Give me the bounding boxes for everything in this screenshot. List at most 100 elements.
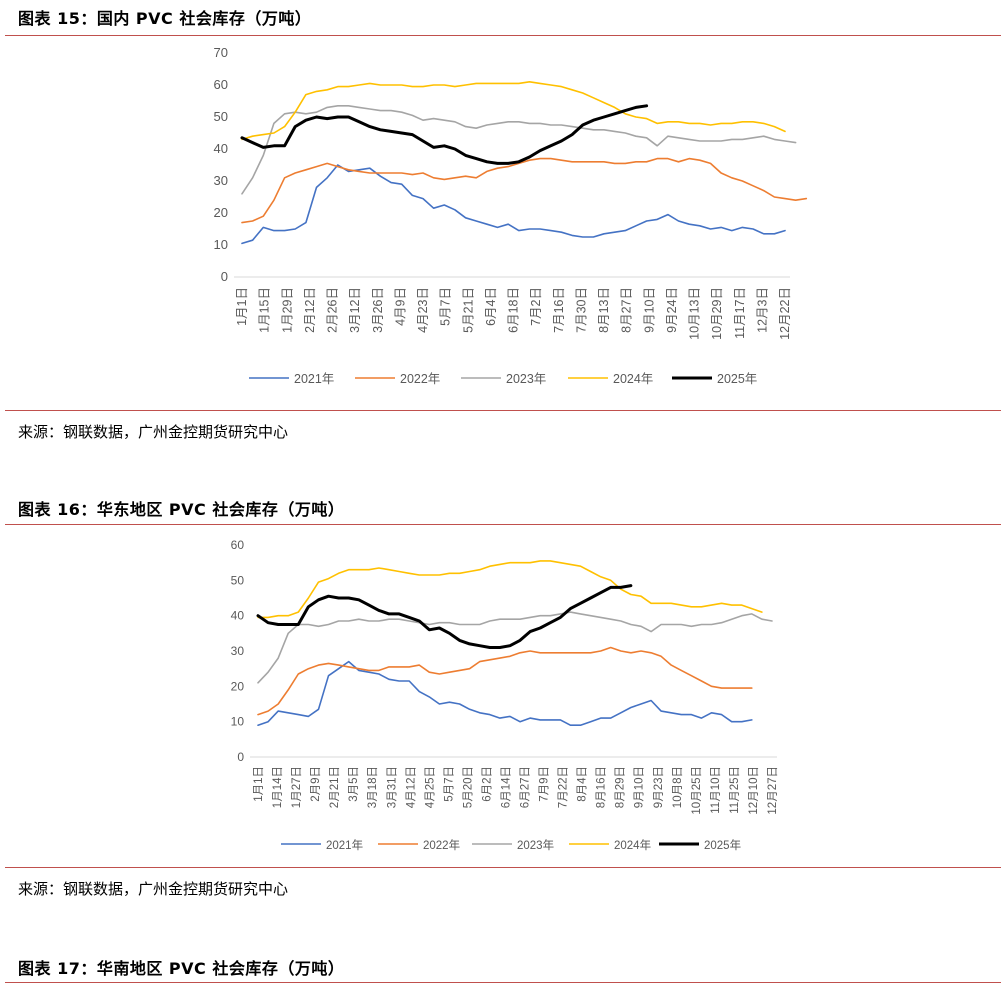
legend-label: 2021年	[294, 372, 334, 386]
x-tick-label: 5月7日	[439, 287, 453, 326]
legend-label: 2025年	[717, 372, 757, 386]
x-tick-label: 1月29日	[280, 287, 294, 333]
figure-title: 图表 16：华东地区 PVC 社会库存（万吨）	[18, 500, 345, 519]
x-tick-label: 10月29日	[710, 287, 724, 340]
x-tick-label: 7月2日	[529, 287, 543, 326]
x-tick-label: 1月15日	[258, 287, 272, 333]
x-tick-label: 12月10日	[748, 766, 760, 815]
series-line-2023	[241, 105, 797, 195]
series-line-2025	[256, 584, 633, 649]
x-tick-label: 8月4日	[577, 766, 589, 802]
x-tick-label: 1月1日	[253, 766, 265, 802]
x-tick-label: 5月21日	[461, 287, 475, 333]
x-tick-label: 8月13日	[597, 287, 611, 333]
x-tick-label: 10月8日	[672, 766, 684, 808]
legend-label: 2024年	[613, 372, 653, 386]
legend-label: 2022年	[400, 372, 440, 386]
legend-label: 2023年	[506, 372, 546, 386]
y-tick-label: 40	[214, 141, 228, 156]
figure-title: 图表 17：华南地区 PVC 社会库存（万吨）	[18, 959, 345, 978]
y-tick-label: 30	[214, 173, 228, 188]
y-tick-label: 20	[231, 679, 245, 693]
legend-label: 2022年	[423, 838, 460, 852]
x-tick-label: 6月27日	[520, 766, 532, 808]
x-tick-label: 8月27日	[620, 287, 634, 333]
x-tick-label: 1月1日	[235, 287, 249, 326]
x-tick-label: 5月20日	[462, 766, 474, 808]
x-tick-label: 8月16日	[596, 766, 608, 808]
x-tick-label: 10月13日	[688, 287, 702, 340]
y-tick-label: 70	[214, 45, 228, 60]
series-line-2021	[241, 164, 786, 245]
x-tick-label: 8月29日	[615, 766, 627, 808]
series-line-2022	[241, 157, 808, 224]
y-tick-label: 20	[214, 205, 228, 220]
x-tick-label: 3月18日	[367, 766, 379, 808]
figure-title: 图表 15：国内 PVC 社会库存（万吨）	[18, 9, 312, 28]
x-tick-label: 9月10日	[642, 287, 656, 333]
legend-label: 2023年	[517, 838, 554, 852]
series-line-2024	[241, 80, 786, 141]
legend-label: 2024年	[614, 838, 651, 852]
x-tick-label: 10月25日	[691, 766, 703, 815]
source-rule	[5, 867, 1001, 868]
x-tick-label: 11月10日	[710, 766, 722, 814]
y-tick-label: 60	[214, 77, 228, 92]
series-line-2021	[257, 660, 753, 726]
title-rule	[5, 524, 1001, 525]
y-tick-label: 30	[231, 644, 245, 658]
x-tick-label: 11月25日	[729, 766, 741, 814]
series-line-2023	[257, 611, 773, 684]
inventory-line-chart-east-china: 0 10 20 30 40 50 60 1月1日 1月14日 1月27日 2月9日 2月21日 3月5日…	[231, 538, 779, 852]
x-tick-label: 2月21日	[329, 766, 341, 808]
x-tick-label: 3月26日	[371, 287, 385, 333]
y-tick-label: 50	[231, 573, 245, 587]
x-tick-label: 5月7日	[443, 766, 455, 802]
x-tick-label: 9月10日	[634, 766, 646, 808]
source-note: 来源：钢联数据，广州金控期货研究中心	[18, 880, 289, 898]
y-tick-label: 50	[214, 109, 228, 124]
x-tick-label: 9月23日	[653, 766, 665, 808]
x-tick-label: 2月12日	[303, 287, 317, 333]
x-tick-label: 4月23日	[416, 287, 430, 333]
y-tick-label: 10	[214, 237, 228, 252]
x-tick-label: 4月12日	[405, 766, 417, 808]
x-tick-label: 7月9日	[539, 766, 551, 802]
title-rule	[5, 35, 1001, 36]
x-tick-label: 7月22日	[558, 766, 570, 808]
x-tick-label: 4月9日	[393, 287, 407, 326]
x-tick-label: 12月22日	[778, 287, 792, 340]
x-tick-label: 12月27日	[767, 766, 779, 815]
series-line-2025	[240, 104, 649, 165]
x-tick-label: 1月27日	[291, 766, 303, 808]
x-tick-label: 2月26日	[326, 287, 340, 333]
y-tick-label: 10	[231, 715, 245, 729]
y-tick-label: 40	[231, 609, 245, 623]
y-tick-label: 0	[221, 269, 228, 284]
title-rule	[5, 982, 1001, 983]
x-tick-label: 9月24日	[665, 287, 679, 333]
inventory-line-chart-national: 0 10 20 30 40 50 60 70 1月1日 1月15日 1月29日 2月12日 2月26日 3…	[214, 45, 808, 386]
x-tick-label: 6月4日	[484, 287, 498, 326]
legend-label: 2025年	[704, 838, 741, 852]
y-tick-label: 60	[231, 538, 245, 552]
legend-label: 2021年	[326, 838, 363, 852]
series-line-2022	[257, 646, 753, 716]
source-note: 来源：钢联数据，广州金控期货研究中心	[18, 423, 289, 441]
x-tick-label: 7月16日	[552, 287, 566, 333]
x-tick-label: 6月14日	[500, 766, 512, 808]
x-tick-label: 6月2日	[481, 766, 493, 802]
x-tick-label: 3月12日	[348, 287, 362, 333]
x-tick-label: 1月14日	[272, 766, 284, 808]
x-tick-label: 3月5日	[348, 766, 360, 802]
x-tick-label: 6月18日	[507, 287, 521, 333]
x-tick-label: 12月3日	[755, 287, 769, 333]
series-line-2024	[257, 560, 763, 619]
y-tick-label: 0	[237, 750, 244, 764]
x-tick-label: 3月31日	[386, 766, 398, 808]
source-rule	[5, 410, 1001, 411]
x-tick-label: 2月9日	[310, 766, 322, 802]
x-tick-label: 7月30日	[574, 287, 588, 333]
x-tick-label: 4月25日	[424, 766, 436, 808]
x-tick-label: 11月17日	[733, 287, 747, 339]
